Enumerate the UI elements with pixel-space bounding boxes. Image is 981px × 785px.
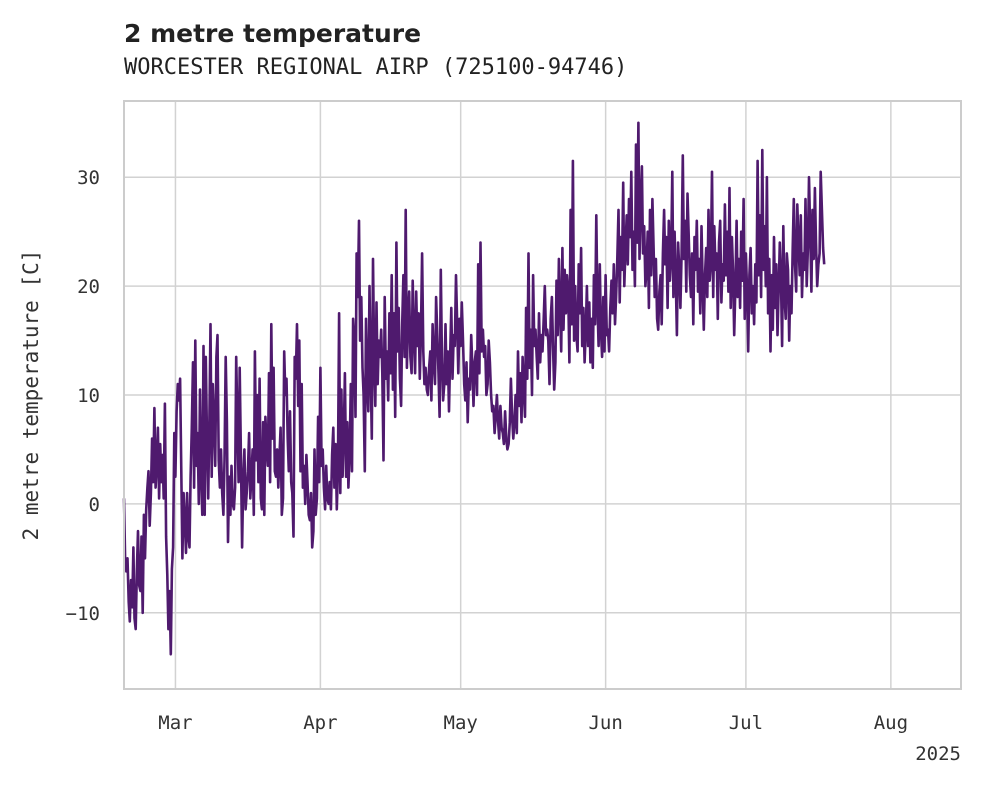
series-group <box>122 121 826 656</box>
x-year-label: 2025 <box>915 743 961 765</box>
y-tick-label: 30 <box>77 167 100 189</box>
y-tick-label: −10 <box>66 603 100 625</box>
temperature-series-line <box>122 121 826 656</box>
y-tick-labels: −10 0 10 20 30 <box>66 167 100 625</box>
plot-frame <box>123 100 962 690</box>
y-gridlines <box>124 176 961 614</box>
y-tick-label: 0 <box>89 494 100 516</box>
x-tick-label: Jul <box>729 712 763 734</box>
x-tick-label: May <box>444 712 478 734</box>
y-axis-label: 2 metre temperature [C] <box>19 250 43 541</box>
chart-title: 2 metre temperature <box>124 19 421 48</box>
y-tick-label: 20 <box>77 276 100 298</box>
x-tick-label: Apr <box>303 712 337 734</box>
x-tick-label: Jun <box>588 712 622 734</box>
y-tick-label: 10 <box>77 385 100 407</box>
x-tick-label: Mar <box>158 712 192 734</box>
x-tick-labels: Mar Apr May Jun Jul Aug <box>158 712 908 734</box>
x-tick-label: Aug <box>874 712 908 734</box>
chart-subtitle: WORCESTER REGIONAL AIRP (725100-94746) <box>124 55 627 80</box>
